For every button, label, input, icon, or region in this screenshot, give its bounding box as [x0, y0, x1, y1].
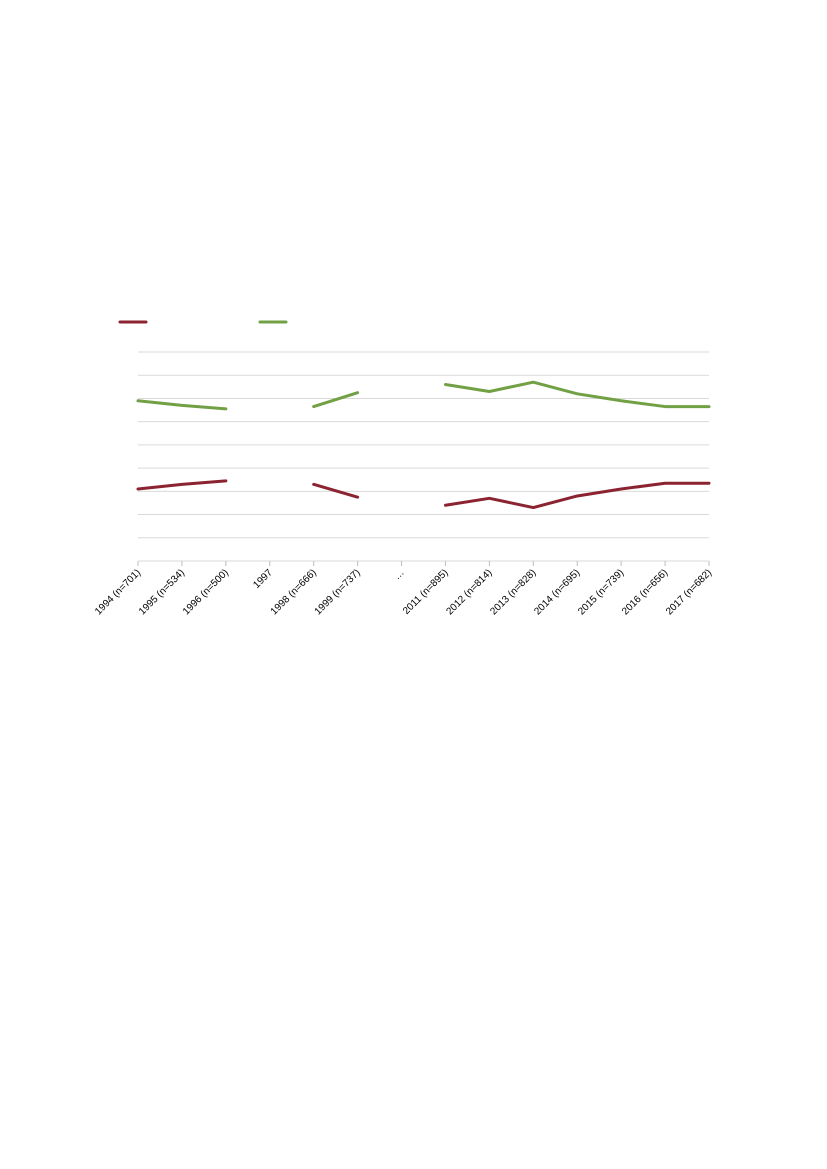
- x-tick-label: 1996 (n=500): [181, 567, 231, 617]
- x-axis-ticks: [137, 561, 710, 566]
- x-tick-label: 1995 (n=534): [137, 567, 187, 617]
- x-tick-label: 2017 (n=682): [664, 567, 714, 617]
- x-tick-label: 1994 (n=701): [93, 567, 143, 617]
- x-tick-label: 2014 (n=695): [532, 567, 582, 617]
- series-2-line: [443, 380, 711, 409]
- x-tick-label: 2012 (n=814): [444, 567, 494, 617]
- x-tick-label: 2016 (n=656): [620, 567, 670, 617]
- x-axis-labels: 1994 (n=701)1995 (n=534)1996 (n=500) 1997…: [93, 567, 714, 617]
- x-tick-label: 2013 (n=828): [488, 567, 538, 617]
- series-2-line: [312, 391, 360, 409]
- x-tick-label: 2015 (n=739): [576, 567, 626, 617]
- x-tick-label: 1998 (n=666): [269, 567, 319, 617]
- series-1-line: [443, 481, 711, 510]
- series-1-line: [136, 479, 228, 491]
- x-tick-label: …: [392, 567, 407, 582]
- series-lines: [136, 380, 711, 510]
- gridlines: [138, 351, 709, 562]
- x-tick-label: 2011 (n=895): [401, 567, 451, 617]
- x-tick-label: 1999 (n=737): [313, 567, 363, 617]
- x-tick-label: 1997: [251, 567, 275, 591]
- series-1-line: [312, 482, 360, 499]
- series-2-line: [136, 399, 228, 411]
